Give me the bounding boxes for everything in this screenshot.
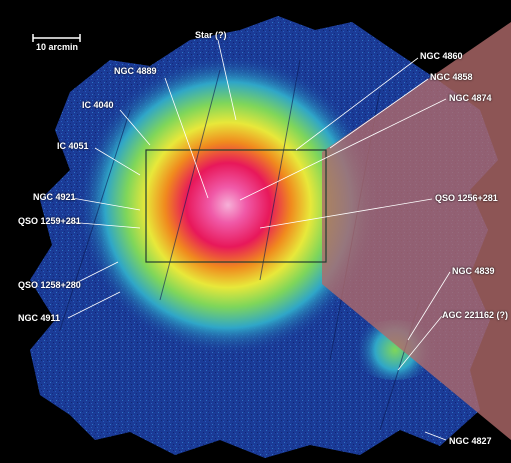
label-ic4040: IC 4040 bbox=[82, 100, 114, 110]
scale-bar-label: 10 arcmin bbox=[36, 42, 79, 52]
label-ic4051: IC 4051 bbox=[57, 141, 89, 151]
pointer-lines bbox=[67, 39, 451, 441]
label-qso1259: QSO 1259+281 bbox=[18, 216, 81, 226]
field-box bbox=[145, 149, 327, 263]
label-ngc4921: NGC 4921 bbox=[33, 192, 76, 202]
label-qso1258: QSO 1258+280 bbox=[18, 280, 81, 290]
label-star: Star (?) bbox=[195, 30, 227, 40]
scale-bar bbox=[32, 34, 81, 42]
label-ngc4889: NGC 4889 bbox=[114, 66, 157, 76]
label-agc221162: AGC 221162 (?) bbox=[442, 310, 509, 320]
label-ngc4874: NGC 4874 bbox=[449, 93, 492, 103]
label-ngc4827: NGC 4827 bbox=[449, 436, 492, 446]
overlay-wedge bbox=[322, 22, 511, 440]
label-qso1256: QSO 1256+281 bbox=[435, 193, 498, 203]
label-ngc4911: NGC 4911 bbox=[18, 313, 61, 323]
label-ngc4839: NGC 4839 bbox=[452, 266, 495, 276]
label-ngc4860: NGC 4860 bbox=[420, 51, 463, 61]
label-ngc4858: NGC 4858 bbox=[430, 72, 473, 82]
